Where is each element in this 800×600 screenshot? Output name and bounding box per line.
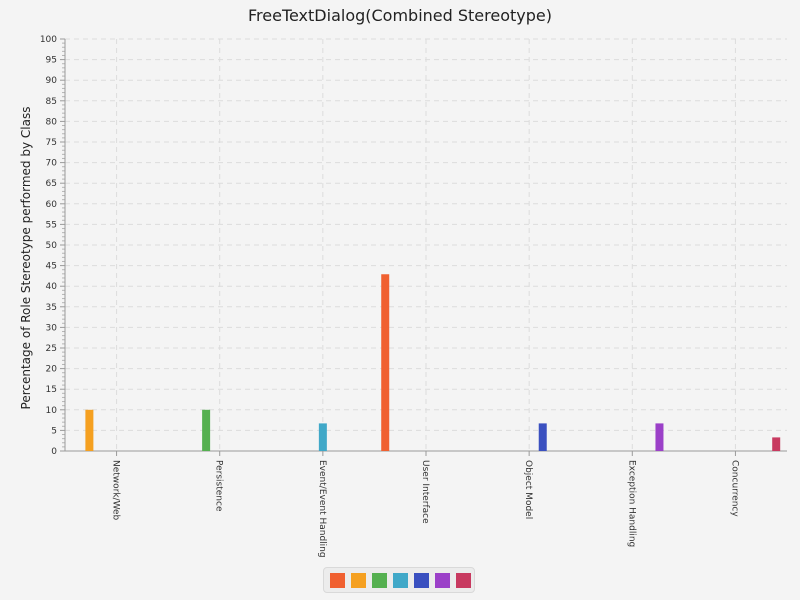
x-tick-label: Object Model bbox=[523, 460, 533, 519]
x-tick-label: User Interface bbox=[420, 460, 430, 524]
y-tick-label: 65 bbox=[46, 179, 57, 189]
y-tick-label: 80 bbox=[46, 117, 58, 127]
bar-layer bbox=[85, 274, 781, 451]
y-tick-label: 55 bbox=[46, 220, 57, 230]
y-tick-label: 40 bbox=[46, 282, 58, 292]
y-tick-label: 25 bbox=[46, 344, 57, 354]
y-tick-label: 95 bbox=[46, 56, 57, 66]
y-tick-label: 10 bbox=[46, 406, 58, 416]
bar bbox=[85, 409, 94, 451]
bar bbox=[318, 423, 327, 451]
legend-swatch bbox=[330, 573, 345, 588]
y-tick-label: 0 bbox=[51, 447, 57, 457]
y-tick-label: 50 bbox=[46, 241, 58, 251]
legend-swatch bbox=[414, 573, 429, 588]
legend-swatch bbox=[393, 573, 408, 588]
x-tick-label: Network/Web bbox=[111, 460, 121, 521]
y-tick-label: 85 bbox=[46, 97, 57, 107]
y-tick-label: 35 bbox=[46, 303, 57, 313]
x-tick-label: Event/Event Handling bbox=[317, 460, 327, 558]
bar bbox=[202, 409, 211, 451]
y-tick-label: 30 bbox=[46, 323, 58, 333]
bar bbox=[381, 274, 390, 451]
legend-swatch bbox=[435, 573, 450, 588]
y-tick-label: 60 bbox=[46, 200, 58, 210]
y-tick-label: 45 bbox=[46, 262, 57, 272]
y-tick-label: 15 bbox=[46, 385, 57, 395]
bar bbox=[772, 437, 781, 451]
axis-layer: 0 5 10 15 20 25 30 35 40 45 50 55 60 65 70 75 80 85 90 95 10… bbox=[40, 35, 787, 457]
chart-title: FreeTextDialog(Combined Stereotype) bbox=[247, 6, 552, 25]
grid-layer bbox=[65, 38, 787, 451]
x-tick-label: Persistence bbox=[214, 460, 224, 512]
y-tick-label: 20 bbox=[46, 365, 58, 375]
label-layer: Network/Web Persistence Event/Event Handli… bbox=[111, 460, 740, 558]
bar bbox=[538, 423, 547, 451]
bar bbox=[655, 423, 664, 451]
legend-swatch bbox=[456, 573, 471, 588]
y-tick-label: 75 bbox=[46, 138, 57, 148]
y-tick-label: 70 bbox=[46, 159, 58, 169]
y-tick-label: 90 bbox=[46, 76, 58, 86]
legend bbox=[323, 567, 475, 593]
y-tick-label: 100 bbox=[40, 35, 57, 45]
x-tick-label: Exception Handling bbox=[626, 460, 636, 547]
y-axis-label: Percentage of Role Stereotype performed … bbox=[19, 107, 33, 410]
x-tick-label: Concurrency bbox=[729, 460, 739, 517]
legend-swatch bbox=[372, 573, 387, 588]
y-tick-label: 5 bbox=[51, 426, 57, 436]
legend-swatch bbox=[351, 573, 366, 588]
